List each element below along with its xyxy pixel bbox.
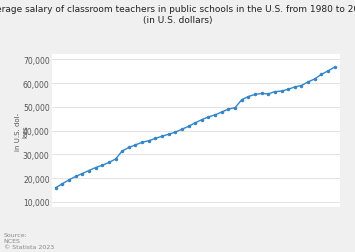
Y-axis label: in U.S. dol-
lars: in U.S. dol- lars [15, 112, 28, 150]
Text: Average salary of classroom teachers in public schools in the U.S. from 1980 to : Average salary of classroom teachers in … [0, 5, 355, 25]
Text: Source:
NCES
© Statista 2023: Source: NCES © Statista 2023 [4, 232, 54, 249]
